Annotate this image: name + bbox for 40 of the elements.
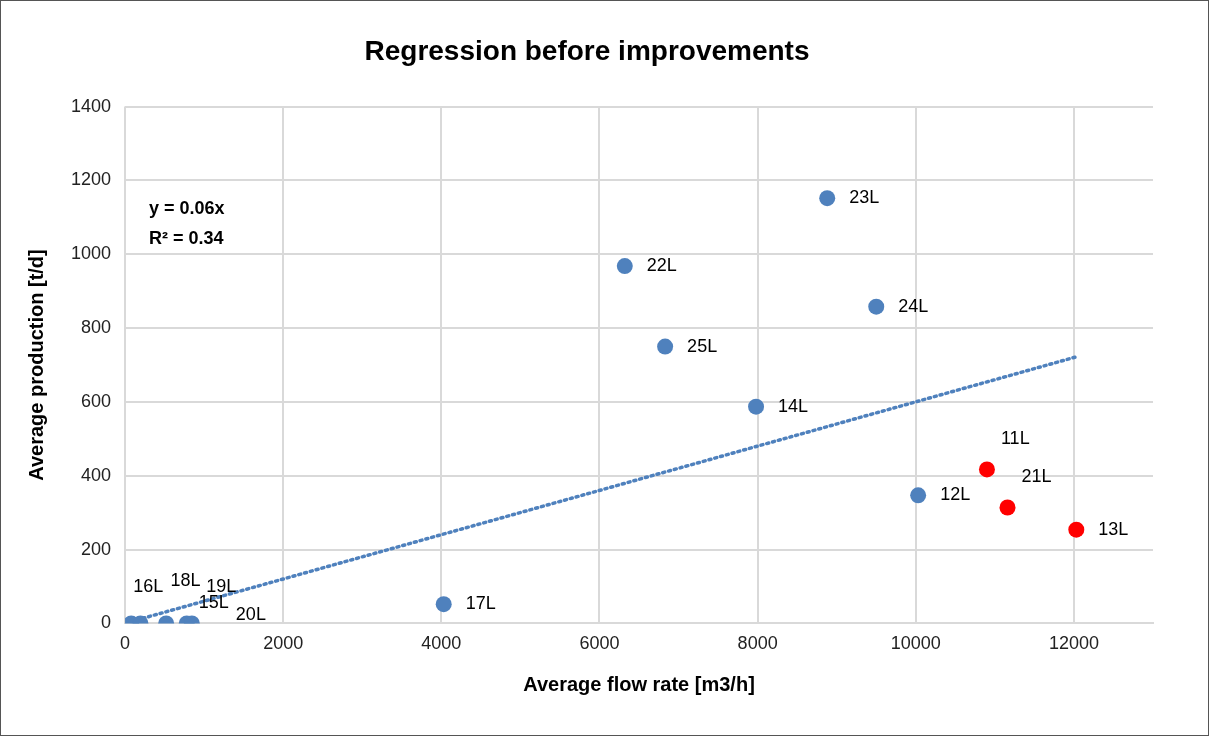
y-tick-label: 400 [81, 464, 112, 485]
x-tick-label: 12000 [1048, 633, 1099, 654]
annotation: 17L [465, 593, 496, 614]
x-axis-title: Average flow rate [m3/h] [523, 672, 755, 695]
point [819, 190, 836, 207]
x-tick-label: 0 [120, 633, 131, 654]
annotation: 23L [849, 187, 880, 208]
point [748, 398, 765, 415]
annotation: 20L [235, 604, 266, 625]
annotation: y = 0.06x [149, 197, 225, 218]
annotation: 14L [778, 395, 809, 416]
y-tick-label: 1200 [71, 169, 112, 190]
x-tick-label: 8000 [737, 633, 778, 654]
y-tick-label: 600 [81, 390, 112, 411]
x-tick-label: 2000 [263, 633, 304, 654]
annotation: 16L [133, 576, 164, 597]
annotation: R² = 0.34 [149, 227, 224, 248]
annotation: 12L [940, 484, 971, 505]
annotation: 25L [687, 335, 718, 356]
annotation: 24L [898, 295, 929, 316]
y-tick-label: 1400 [71, 95, 112, 116]
annotation: 13L [1098, 518, 1129, 539]
x-tick-label: 10000 [890, 633, 941, 654]
annotation: 21L [1021, 466, 1052, 487]
y-tick-label: 1000 [71, 243, 112, 264]
annotation: 11L [1000, 428, 1030, 449]
annotation: 18L [170, 570, 201, 591]
point [868, 298, 885, 315]
annotation: 22L [646, 255, 677, 276]
x-tick-label: 6000 [579, 633, 620, 654]
point [978, 461, 995, 478]
chart-title: Regression before improvements [364, 34, 810, 66]
y-axis-title: Average production [t/d] [24, 249, 47, 481]
y-tick-label: 200 [81, 538, 112, 559]
y-tick-label: 0 [101, 612, 112, 633]
x-tick-label: 4000 [421, 633, 462, 654]
point [657, 338, 674, 355]
point [616, 258, 633, 275]
annotation: 15L [198, 592, 229, 613]
y-tick-label: 800 [81, 317, 112, 338]
